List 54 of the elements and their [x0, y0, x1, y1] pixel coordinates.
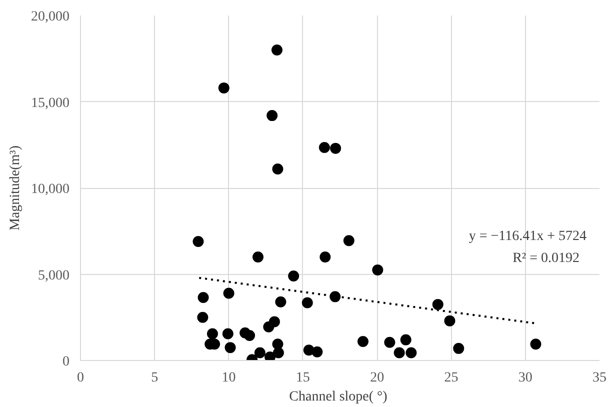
point	[384, 336, 396, 348]
x-axis-title: Channel slope( °)	[289, 390, 388, 404]
point	[372, 264, 384, 276]
x-tick-label: 35	[592, 370, 606, 386]
point	[318, 142, 330, 153]
point	[244, 330, 256, 341]
x-tick-label: 0	[77, 370, 84, 386]
point	[206, 328, 218, 340]
point	[223, 288, 234, 299]
point	[357, 336, 368, 348]
point	[254, 347, 266, 358]
y-tick-label: 20,000	[31, 10, 70, 24]
point	[330, 291, 341, 302]
point	[302, 297, 313, 308]
point	[530, 338, 542, 350]
point	[264, 352, 276, 360]
y-tick-label: 10,000	[31, 182, 70, 197]
x-tick-label: 25	[444, 370, 458, 386]
point	[197, 312, 208, 323]
point	[400, 334, 412, 346]
point	[406, 347, 417, 358]
point	[272, 164, 284, 175]
point	[272, 338, 284, 350]
point	[432, 298, 444, 310]
y-tick-label: 0	[62, 354, 70, 370]
point	[343, 235, 354, 246]
point	[198, 292, 209, 304]
point	[312, 346, 323, 358]
point	[453, 342, 464, 354]
point	[272, 347, 284, 358]
y-tick-label: 5,000	[38, 268, 70, 284]
point	[275, 296, 286, 308]
x-tick-label: 30	[518, 370, 532, 386]
point	[444, 315, 456, 326]
point	[330, 142, 342, 154]
point	[252, 252, 264, 262]
point	[271, 44, 282, 56]
y-axis-title: Magnitude(m³)	[8, 145, 23, 231]
point	[218, 82, 230, 94]
point	[320, 252, 331, 262]
x-tick-label: 20	[370, 370, 384, 386]
x-tick-label: 10	[222, 370, 236, 386]
point	[266, 110, 278, 122]
point	[394, 347, 405, 358]
y-tick-label: 15,000	[31, 96, 70, 111]
point	[222, 328, 234, 340]
annotation: y = −116.41x + 5724	[468, 228, 587, 244]
x-tick-label: 15	[296, 370, 310, 386]
point	[192, 236, 204, 247]
point	[263, 321, 274, 332]
point	[224, 342, 236, 354]
annotation: R² = 0.0192	[512, 251, 580, 266]
point	[288, 270, 300, 282]
x-tick-label: 5	[151, 370, 158, 386]
